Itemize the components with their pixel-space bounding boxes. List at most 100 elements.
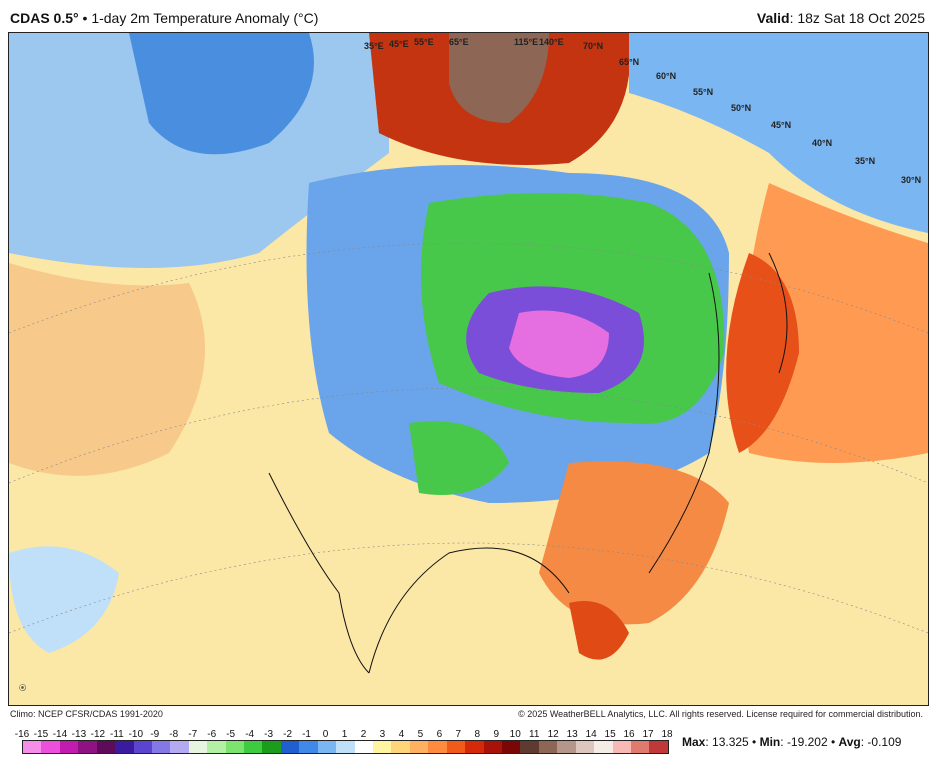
- model-name: CDAS 0.5°: [10, 10, 79, 26]
- grid-label: 55°E: [414, 37, 434, 47]
- colorbar-swatch: [538, 741, 558, 753]
- colorbar-swatch: [225, 741, 245, 753]
- colorbar-tick-label: 10: [509, 729, 521, 740]
- max-label: Max: [682, 735, 706, 749]
- product-title: 1-day 2m Temperature Anomaly (°C): [91, 10, 319, 26]
- colorbar-swatch: [244, 741, 263, 753]
- colorbar-tick-label: -2: [283, 729, 293, 740]
- colorbar-swatch: [280, 741, 300, 753]
- grid-label: 35°N: [855, 156, 876, 166]
- grid-label: 70°N: [583, 41, 604, 51]
- colorbar-tick-label: 8: [474, 729, 481, 740]
- colorbar-swatch: [483, 741, 502, 753]
- colorbar-tick-label: 5: [417, 729, 424, 740]
- colorbar-tick-label: 0: [322, 729, 329, 740]
- avg-value: -0.109: [867, 735, 902, 749]
- colorbar-swatch: [133, 741, 152, 753]
- colorbar-tick-label: 16: [623, 729, 635, 740]
- colorbar-swatch: [41, 741, 60, 753]
- colorbar-swatch: [336, 741, 355, 753]
- max-value: 13.325: [712, 735, 749, 749]
- colorbar-swatch: [557, 741, 576, 753]
- colorbar-swatch: [59, 741, 79, 753]
- colorbar-tick-label: 2: [360, 729, 367, 740]
- colorbar-tick-label: -1: [302, 729, 311, 740]
- colorbar-tick-label: -8: [169, 729, 179, 740]
- colorbar-swatch: [501, 741, 521, 753]
- colorbar-swatch: [317, 741, 337, 753]
- grid-label: 115°E: [514, 37, 539, 47]
- colorbar-swatch: [465, 741, 484, 753]
- colorbar-tick-label: -12: [90, 729, 106, 740]
- colorbar-tick-label: -14: [52, 729, 68, 740]
- grid-label: 40°N: [812, 138, 833, 148]
- min-label: Min: [759, 735, 781, 749]
- colorbar-tick-label: 7: [455, 729, 462, 740]
- grid-label: 30°N: [901, 175, 922, 185]
- grid-label: 45°E: [389, 39, 409, 49]
- climo-note: Climo: NCEP CFSR/CDAS 1991-2020: [8, 709, 165, 719]
- stats: Max: 13.325 • Min: -19.202 • Avg: -0.109: [682, 735, 902, 749]
- grid-label: 60°N: [656, 71, 677, 81]
- copyright: © 2025 WeatherBELL Analytics, LLC. All r…: [516, 709, 925, 719]
- colorbar-swatch: [594, 741, 613, 753]
- colorbar-tick-label: 12: [547, 729, 559, 740]
- colorbar-swatch: [96, 741, 116, 753]
- colorbar-tick-label: 9: [493, 729, 500, 740]
- weatherbell-logo: ⦿: [19, 685, 26, 692]
- grid-label: 55°N: [693, 87, 714, 97]
- colorbar-swatch: [428, 741, 447, 753]
- colorbar-tick-label: 4: [398, 729, 405, 740]
- colorbar-tick-label: -4: [245, 729, 255, 740]
- colorbar-tick-label: 15: [604, 729, 616, 740]
- colorbar-tick-label: 3: [379, 729, 386, 740]
- colorbar-swatch: [151, 741, 171, 753]
- colorbar-tick-label: -11: [109, 729, 124, 740]
- colorbar-swatch: [612, 741, 631, 753]
- colorbar-tick-label: -15: [33, 729, 49, 740]
- colorbar-tick-label: 6: [436, 729, 443, 740]
- colorbar-swatch: [23, 741, 42, 753]
- grid-label: 50°N: [731, 103, 752, 113]
- colorbar-tick-label: -9: [150, 729, 160, 740]
- colorbar-labels: -16 -15 -14 -13 -12 -11 -10 -9 -8 -7 -6 -5 -4 -3 -2 -1 0…: [15, 729, 673, 741]
- avg-label: Avg: [838, 735, 861, 749]
- grid-label: 65°N: [619, 57, 640, 67]
- map-title: CDAS 0.5° • 1-day 2m Temperature Anomaly…: [10, 10, 319, 26]
- valid-time: Valid: 18z Sat 18 Oct 2025: [756, 10, 925, 26]
- colorbar-swatch: [649, 741, 668, 753]
- colorbar-swatch: [391, 741, 410, 753]
- colorbar-swatch: [373, 741, 392, 753]
- colorbar-tick-label: -16: [14, 729, 30, 740]
- temperature-anomaly-map[interactable]: 35°E 45°E 55°E 65°E 115°E 140°E 70°N 65°…: [8, 32, 929, 706]
- colorbar-tick-label: -5: [226, 729, 236, 740]
- colorbar-swatch: [575, 741, 595, 753]
- colorbar-swatch: [354, 741, 374, 753]
- colorbar-tick-label: 1: [341, 729, 348, 740]
- colorbar-swatch: [520, 741, 539, 753]
- anomaly-field: [9, 33, 928, 705]
- grid-label: 65°E: [449, 37, 469, 47]
- valid-label: Valid: [756, 10, 790, 26]
- colorbar-tick-label: 13: [566, 729, 578, 740]
- colorbar-tick-label: 11: [529, 729, 540, 740]
- colorbar-swatch: [446, 741, 466, 753]
- colorbar-swatch: [78, 741, 97, 753]
- colorbar-tick-label: 18: [661, 729, 673, 740]
- colorbar-swatch: [262, 741, 281, 753]
- colorbar: [22, 740, 669, 754]
- colorbar-swatch: [207, 741, 226, 753]
- colorbar-tick-label: -3: [264, 729, 274, 740]
- colorbar-tick-label: -10: [128, 729, 144, 740]
- colorbar-swatch: [115, 741, 134, 753]
- colorbar-swatch: [630, 741, 650, 753]
- colorbar-swatch: [170, 741, 189, 753]
- colorbar-tick-label: -13: [71, 729, 87, 740]
- grid-label: 45°N: [771, 120, 792, 130]
- valid-value: 18z Sat 18 Oct 2025: [797, 10, 925, 26]
- colorbar-tick-label: 17: [642, 729, 654, 740]
- grid-label: 140°E: [539, 37, 564, 47]
- min-value: -19.202: [786, 735, 828, 749]
- colorbar-tick-label: 14: [585, 729, 597, 740]
- colorbar-tick-label: -6: [207, 729, 217, 740]
